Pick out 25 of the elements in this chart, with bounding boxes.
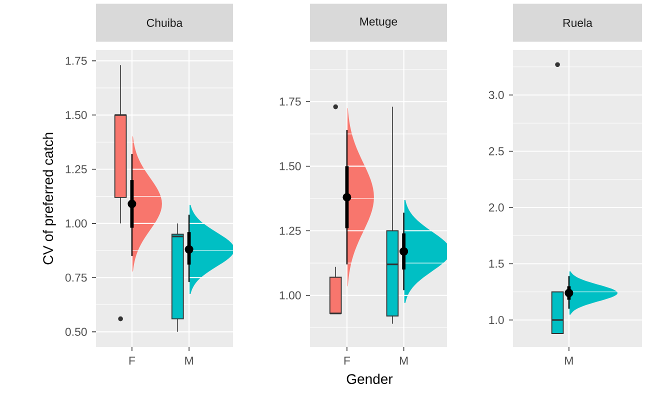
y-tick-label: 1.0 [489,316,504,324]
x-tick-label: M [565,356,573,365]
y-tick-label: 1.25 [280,226,301,235]
y-tick-label: 0.50 [65,328,87,336]
y-tick-label: 1.50 [66,110,87,120]
x-tick-label: F [344,356,350,365]
y-tick-label: 1.75 [66,56,87,65]
y-tick-label: 1.50 [280,162,301,170]
y-tick-label: 1.00 [66,219,87,228]
y-tick-label: 1.00 [280,291,301,300]
y-tick-label: 3.0 [488,90,504,100]
y-axis-title: CV of preferred catch [42,132,56,264]
x-axis-title: Gender [346,374,393,384]
x-tick-label: F [129,356,136,365]
chart-title: Chuiba [146,18,183,27]
y-tick-label: 0.75 [65,274,87,282]
y-tick-label: 2.5 [488,147,504,156]
x-tick-label: M [400,356,408,365]
y-tick-label: 2.0 [488,203,504,212]
chart-title: Metuge [360,18,398,28]
y-tick-label: 1.25 [66,165,87,174]
y-tick-label: 1.75 [280,98,301,106]
x-tick-label: M [185,356,193,365]
chart-title: Ruela [563,18,592,27]
y-tick-label: 1.5 [489,260,504,268]
